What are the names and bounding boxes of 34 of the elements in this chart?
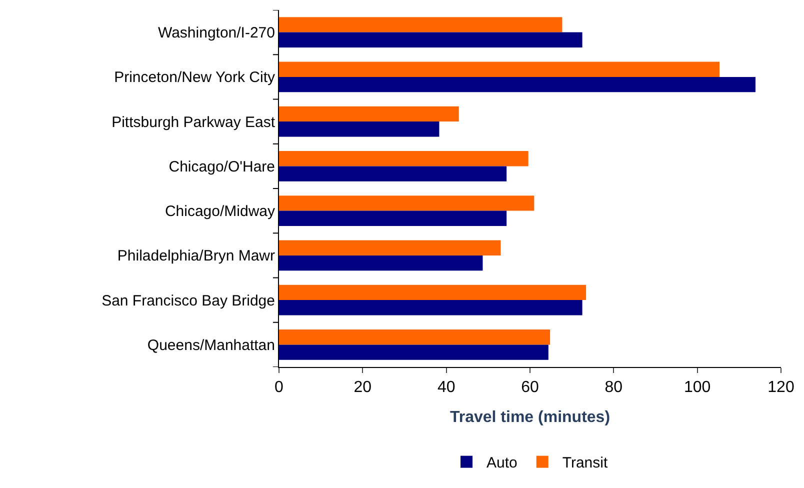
- y-tick-label: Washington/I-270: [158, 24, 275, 42]
- y-tick-label: San Francisco Bay Bridge: [102, 292, 275, 310]
- bar: [279, 255, 483, 271]
- bar: [279, 196, 534, 211]
- bar: [279, 330, 550, 345]
- y-tick-label: Chicago/O'Hare: [168, 158, 275, 176]
- x-tick-label: 40: [437, 379, 456, 396]
- x-tick-label: 100: [684, 379, 711, 396]
- bar: [279, 166, 507, 182]
- x-tick-label: 0: [274, 379, 284, 396]
- y-tick-label: Philadelphia/Bryn Mawr: [117, 248, 275, 265]
- bar: [279, 284, 586, 300]
- bar: [279, 210, 507, 226]
- bar: [279, 344, 548, 360]
- bar: [279, 17, 562, 32]
- x-tick-label: 60: [521, 379, 539, 396]
- bar: [279, 240, 501, 256]
- legend-label: Auto: [486, 454, 518, 472]
- bar: [279, 76, 756, 92]
- bar: [279, 122, 440, 137]
- bar: [279, 32, 582, 48]
- x-tick-label: 120: [768, 379, 794, 396]
- y-tick-label: Chicago/Midway: [164, 203, 276, 220]
- y-tick-label: Pittsburgh Parkway East: [112, 114, 276, 131]
- bar: [279, 62, 720, 77]
- x-tick-label: 20: [354, 379, 372, 396]
- bar: [279, 151, 528, 166]
- legend-label: Transit: [562, 454, 608, 472]
- x-axis-title: Travel time (minutes): [450, 408, 610, 426]
- y-tick-label: Queens/Manhattan: [147, 336, 275, 354]
- x-tick-label: 80: [604, 379, 623, 396]
- bar: [279, 300, 582, 316]
- bar: [279, 106, 459, 122]
- y-tick-label: Princeton/New York City: [114, 69, 276, 86]
